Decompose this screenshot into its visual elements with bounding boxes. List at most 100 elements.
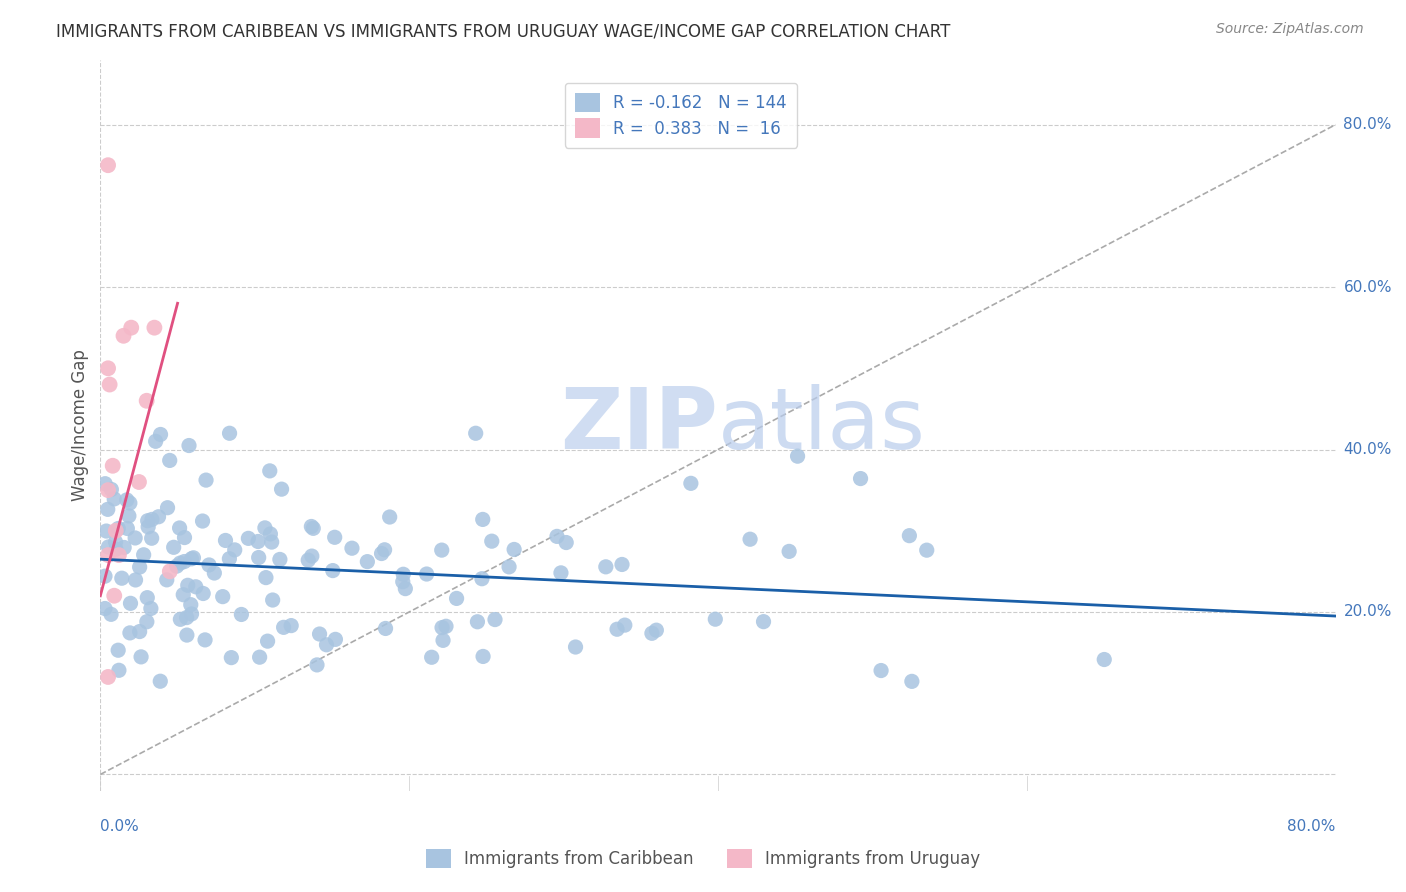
Point: [297, 553, 319, 567]
Point: [259, 464, 281, 478]
Point: [434, 619, 457, 633]
Point: [194, 632, 217, 647]
Point: [143, 320, 166, 334]
Point: [305, 657, 328, 672]
Text: Source: ZipAtlas.com: Source: ZipAtlas.com: [1216, 22, 1364, 37]
Point: [270, 482, 292, 496]
Point: [704, 612, 727, 626]
Point: [104, 542, 127, 557]
Point: [136, 520, 159, 534]
Point: [103, 589, 125, 603]
Point: [97, 670, 120, 684]
Point: [97, 502, 120, 516]
Point: [247, 534, 270, 549]
Point: [430, 543, 453, 558]
Point: [299, 519, 322, 533]
Point: [180, 598, 202, 612]
Point: [778, 544, 800, 558]
Point: [394, 582, 416, 596]
Y-axis label: Wage/Income Gap: Wage/Income Gap: [72, 349, 89, 501]
Point: [218, 551, 240, 566]
Point: [103, 491, 125, 506]
Point: [136, 514, 159, 528]
Point: [498, 559, 520, 574]
Point: [420, 650, 443, 665]
Point: [180, 607, 202, 621]
Point: [323, 530, 346, 544]
Point: [221, 650, 243, 665]
Point: [503, 542, 526, 557]
Point: [260, 535, 283, 549]
Point: [786, 449, 808, 463]
Point: [198, 558, 221, 572]
Point: [679, 476, 702, 491]
Point: [249, 650, 271, 665]
Point: [169, 521, 191, 535]
Point: [177, 438, 200, 452]
Point: [149, 674, 172, 689]
Point: [128, 475, 150, 489]
Point: [484, 613, 506, 627]
Point: [98, 377, 121, 392]
Point: [464, 426, 486, 441]
Point: [195, 473, 218, 487]
Point: [214, 533, 236, 548]
Point: [97, 361, 120, 376]
Point: [100, 607, 122, 622]
Point: [100, 483, 122, 497]
Point: [315, 638, 337, 652]
Point: [391, 574, 413, 589]
Point: [97, 540, 120, 554]
Point: [94, 569, 117, 583]
Point: [253, 521, 276, 535]
Point: [247, 550, 270, 565]
Legend: Immigrants from Caribbean, Immigrants from Uruguay: Immigrants from Caribbean, Immigrants fr…: [419, 842, 987, 875]
Point: [378, 510, 401, 524]
Point: [752, 615, 775, 629]
Point: [124, 573, 146, 587]
Point: [108, 548, 131, 562]
Point: [97, 483, 120, 497]
Text: IMMIGRANTS FROM CARIBBEAN VS IMMIGRANTS FROM URUGUAY WAGE/INCOME GAP CORRELATION: IMMIGRANTS FROM CARIBBEAN VS IMMIGRANTS …: [56, 22, 950, 40]
Point: [322, 564, 344, 578]
Point: [173, 531, 195, 545]
Point: [112, 541, 135, 555]
Point: [166, 559, 188, 574]
Point: [120, 596, 142, 610]
Point: [97, 548, 120, 562]
Point: [432, 633, 454, 648]
Point: [111, 571, 134, 585]
Point: [184, 580, 207, 594]
Point: [141, 531, 163, 545]
Point: [356, 555, 378, 569]
Point: [340, 541, 363, 556]
Point: [256, 634, 278, 648]
Point: [472, 649, 495, 664]
Point: [231, 607, 253, 622]
Point: [374, 622, 396, 636]
Point: [901, 674, 924, 689]
Point: [118, 626, 141, 640]
Point: [430, 621, 453, 635]
Point: [302, 521, 325, 535]
Point: [849, 472, 872, 486]
Point: [101, 458, 124, 473]
Point: [129, 649, 152, 664]
Point: [259, 527, 281, 541]
Point: [1092, 652, 1115, 666]
Point: [254, 571, 277, 585]
Point: [135, 393, 157, 408]
Point: [159, 453, 181, 467]
Point: [415, 567, 437, 582]
Point: [104, 524, 127, 538]
Point: [471, 572, 494, 586]
Point: [118, 496, 141, 510]
Point: [124, 531, 146, 545]
Point: [128, 624, 150, 639]
Point: [183, 550, 205, 565]
Point: [641, 626, 664, 640]
Point: [564, 640, 586, 654]
Point: [193, 586, 215, 600]
Text: atlas: atlas: [718, 384, 927, 467]
Text: 60.0%: 60.0%: [1343, 279, 1392, 294]
